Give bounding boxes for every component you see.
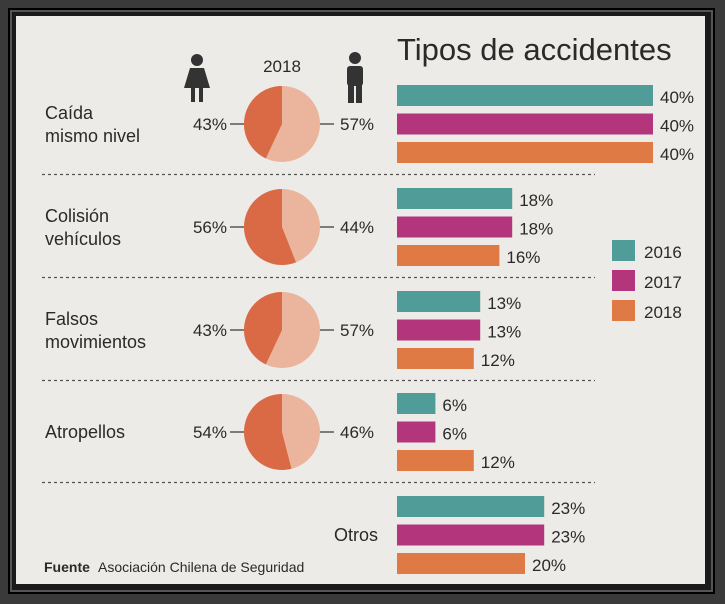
- bar-2016: [397, 85, 653, 106]
- source-note: Fuente Asociación Chilena de Seguridad: [44, 559, 304, 575]
- pie-slice-women: [244, 292, 282, 365]
- gender-pie: 54% 46%: [193, 393, 374, 471]
- women-percent: 56%: [193, 218, 227, 237]
- pie-slice-women: [244, 86, 282, 159]
- legend-label: 2016: [644, 243, 682, 262]
- bar-2018: [397, 245, 500, 266]
- category-label: Falsos: [45, 309, 98, 329]
- pie-year-label: 2018: [263, 57, 301, 76]
- bar-2017: [397, 216, 513, 238]
- men-percent: 46%: [340, 423, 374, 442]
- bar-value-label: 6%: [442, 396, 467, 415]
- category-row: Atropellos 54% 46% 6% 6% 12%: [45, 393, 515, 472]
- bar-value-label: 12%: [481, 453, 515, 472]
- women-percent: 43%: [193, 321, 227, 340]
- bar-value-label: 23%: [551, 528, 585, 547]
- bar-value-label: 23%: [551, 499, 585, 518]
- bar-2016: [397, 291, 481, 312]
- bar-2018: [397, 553, 525, 574]
- category-label: vehículos: [45, 229, 121, 249]
- bar-2017: [397, 524, 545, 546]
- bar-value-label: 13%: [487, 294, 521, 313]
- category-row: Caída mismo nivel 43% 57% 40% 40% 40%: [45, 85, 694, 164]
- bar-2018: [397, 450, 474, 471]
- chart-title: Tipos de accidentes: [397, 32, 672, 67]
- bar-2016: [397, 393, 436, 414]
- woman-icon: [184, 54, 210, 102]
- gender-pie: 43% 57%: [193, 86, 374, 162]
- legend-item: 2017: [612, 270, 682, 292]
- bar-value-label: 20%: [532, 556, 566, 575]
- category-row: Otros 23% 23% 20%: [334, 496, 585, 575]
- men-percent: 57%: [340, 321, 374, 340]
- women-percent: 54%: [193, 423, 227, 442]
- category-label: Otros: [334, 525, 378, 545]
- category-row: Colisión vehículos 56% 44% 18% 18% 16%: [45, 188, 553, 267]
- pie-slice-women: [243, 393, 292, 471]
- category-label: movimientos: [45, 332, 146, 352]
- bar-2016: [397, 188, 513, 209]
- category-label: mismo nivel: [45, 126, 140, 146]
- legend-swatch: [612, 240, 635, 261]
- bar-2018: [397, 348, 474, 369]
- pie-slice-women: [244, 189, 296, 265]
- men-percent: 44%: [340, 218, 374, 237]
- bar-value-label: 40%: [660, 117, 694, 136]
- category-label: Caída: [45, 103, 94, 123]
- bar-2017: [397, 421, 436, 443]
- men-percent: 57%: [340, 115, 374, 134]
- bar-value-label: 16%: [506, 248, 540, 267]
- legend-item: 2018: [612, 300, 682, 322]
- bar-2017: [397, 319, 481, 341]
- category-row: Falsos movimientos 43% 57% 13% 13% 12%: [45, 291, 521, 370]
- category-label: Atropellos: [45, 422, 125, 442]
- category-label: Colisión: [45, 206, 109, 226]
- bar-value-label: 18%: [519, 191, 553, 210]
- bar-value-label: 40%: [660, 88, 694, 107]
- source-label: Fuente: [44, 559, 90, 575]
- bar-value-label: 40%: [660, 145, 694, 164]
- bar-value-label: 18%: [519, 220, 553, 239]
- women-percent: 43%: [193, 115, 227, 134]
- gender-pie: 43% 57%: [193, 292, 374, 368]
- bar-value-label: 12%: [481, 351, 515, 370]
- bar-value-label: 6%: [442, 425, 467, 444]
- bar-value-label: 13%: [487, 323, 521, 342]
- legend-item: 2016: [612, 240, 682, 262]
- chart-panel: [16, 16, 705, 584]
- legend-swatch: [612, 270, 635, 291]
- bar-2016: [397, 496, 545, 517]
- source-text: Asociación Chilena de Seguridad: [98, 559, 304, 575]
- legend-swatch: [612, 300, 635, 321]
- gender-pie: 56% 44%: [193, 189, 374, 265]
- bar-2017: [397, 113, 653, 135]
- bar-2018: [397, 142, 653, 163]
- legend-label: 2018: [644, 303, 682, 322]
- man-icon: [347, 52, 363, 103]
- legend-label: 2017: [644, 273, 682, 292]
